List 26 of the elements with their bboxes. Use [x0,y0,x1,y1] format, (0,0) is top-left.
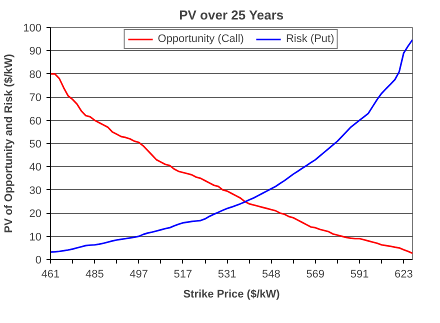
y-tick-label: 20 [29,208,42,220]
y-tick-label: 60 [29,115,42,128]
y-axis-title: PV of Opportunity and Risk ($/kW) [3,54,16,234]
y-tick-label: 30 [29,184,42,197]
line-series [50,73,412,254]
x-tick-label: 591 [350,268,369,280]
y-tick-label: 10 [29,231,42,244]
x-tick-label: 623 [394,268,413,280]
y-tick-label: 40 [29,162,42,174]
x-tick-label: 485 [85,268,104,280]
y-tick-label: 0 [35,254,42,266]
legend-label: Risk (Put) [286,33,334,45]
y-tick-label: 100 [23,22,42,34]
chart-title: PV over 25 Years [179,8,284,22]
y-tick-label: 70 [29,92,42,104]
y-tick-label: 80 [29,68,42,81]
legend-label: Opportunity (Call) [158,33,244,45]
x-tick-label: 569 [306,268,325,280]
x-tick-label: 497 [130,268,148,280]
y-tick-label: 50 [29,138,42,150]
x-tick-label: 531 [218,268,236,280]
y-tick-label: 90 [29,46,42,58]
x-tick-label: 517 [174,268,192,280]
x-axis-title: Strike Price ($/kW) [183,288,280,300]
x-tick-label: 548 [262,268,280,280]
x-tick-label: 461 [41,268,60,280]
